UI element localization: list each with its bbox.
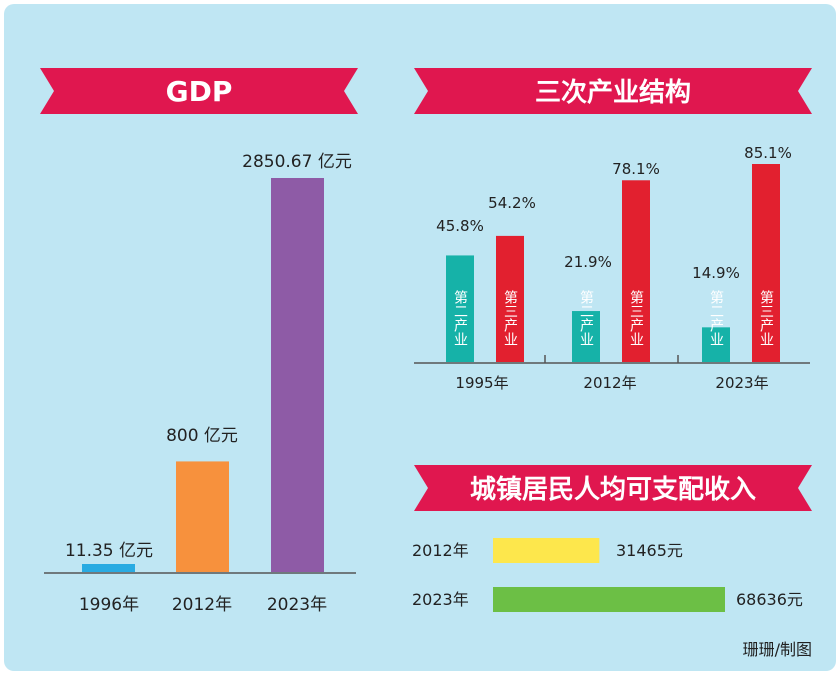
industry-bar-tertiary: [622, 180, 650, 362]
series-name-tertiary: 第三产业: [502, 289, 518, 346]
industry-value-label: 21.9%: [564, 253, 612, 271]
credit-text: 珊珊/制图: [743, 640, 812, 659]
gdp-value-label: 800 亿元: [166, 426, 238, 446]
industry-bars: [446, 164, 780, 362]
income-value-label: 68636元: [736, 590, 803, 609]
industry-bar-secondary: [572, 311, 600, 362]
income-title-banner: [414, 465, 812, 511]
gdp-bars: [82, 178, 324, 572]
series-name-tertiary: 第三产业: [628, 289, 644, 346]
series-name-tertiary: 第三产业: [758, 289, 774, 346]
gdp-bar: [271, 178, 324, 572]
industry-bar-tertiary: [752, 164, 780, 362]
income-value-label: 31465元: [616, 541, 683, 560]
industry-value-label: 78.1%: [612, 160, 660, 178]
gdp-bar: [82, 564, 135, 572]
series-name-secondary: 第二产业: [452, 289, 468, 346]
income-title: 城镇居民人均可支配收入: [470, 475, 756, 505]
industry-category-label: 2012年: [583, 374, 636, 392]
income-bar: [493, 587, 725, 612]
industry-category-label: 2023年: [715, 374, 768, 392]
income-bar: [493, 538, 600, 563]
gdp-title: GDP: [166, 75, 233, 108]
industry-bar-tertiary: [496, 235, 524, 362]
gdp-bar: [176, 461, 229, 572]
gdp-chart: GDP 11.35 亿元 800 亿元 2850.67 亿元 1996年 201…: [40, 68, 358, 615]
industry-value-label: 14.9%: [692, 264, 740, 282]
income-bars: [493, 538, 725, 612]
series-name-secondary: 第二产业: [578, 289, 594, 346]
industry-value-label: 45.8%: [436, 217, 484, 235]
series-name-secondary: 第二产业: [708, 289, 724, 346]
industry-bar-secondary: [446, 255, 474, 362]
industry-title-banner: [414, 68, 812, 114]
industry-bar-secondary: [702, 327, 730, 362]
gdp-category-label: 2023年: [267, 595, 327, 615]
gdp-title-banner: [40, 68, 358, 114]
income-category-label: 2023年: [412, 590, 469, 609]
gdp-value-label: 11.35 亿元: [65, 541, 153, 561]
infographic-panel: [4, 4, 836, 671]
industry-value-label: 54.2%: [488, 194, 536, 212]
gdp-category-label: 1996年: [79, 595, 139, 615]
industry-chart: 三次产业结构 45.8% 21.9% 14.9% 54.2% 78.1% 85.…: [414, 68, 812, 392]
income-category-label: 2012年: [412, 541, 469, 560]
gdp-value-label: 2850.67 亿元: [242, 152, 352, 172]
industry-value-label: 85.1%: [744, 144, 792, 162]
income-chart: 城镇居民人均可支配收入 2012年 2023年 31465元 68636元: [412, 465, 812, 612]
industry-category-label: 1995年: [455, 374, 508, 392]
industry-title: 三次产业结构: [535, 78, 691, 108]
gdp-category-label: 2012年: [172, 595, 232, 615]
